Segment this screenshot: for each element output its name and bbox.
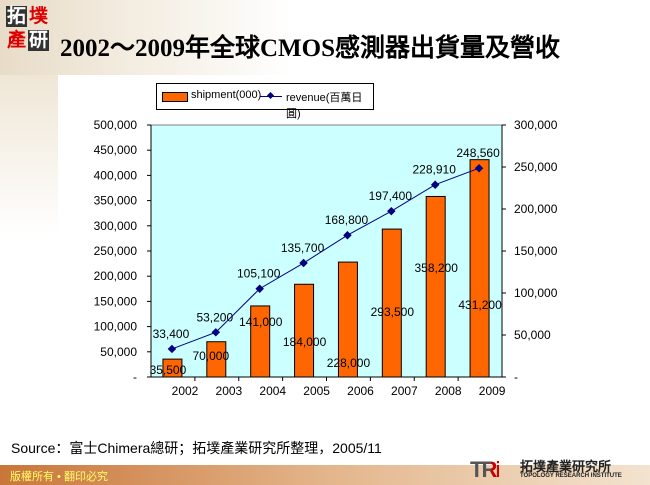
data-label-shipment: 184,000 [283, 335, 327, 349]
data-label-revenue: 105,100 [237, 267, 281, 281]
data-label-revenue: 168,800 [325, 213, 369, 227]
left-tick-label: 300,000 [94, 219, 138, 233]
x-tick-label: 2002 [172, 384, 199, 398]
bar-shipment [162, 358, 183, 378]
left-tick-label: 200,000 [94, 269, 138, 283]
legend-label-shipment: shipment(000) [191, 89, 262, 101]
point-revenue [299, 258, 308, 268]
data-label-shipment: 293,500 [371, 305, 415, 319]
tri-name-en: TOPOLOGY RESEARCH INSTITUTE [520, 473, 622, 479]
data-label-revenue: 228,910 [412, 163, 456, 177]
x-tick-label: 2005 [303, 384, 330, 398]
right-tick-label: 100,000 [514, 286, 558, 300]
bar-shipment [250, 305, 271, 378]
right-tick-label: 250,000 [514, 160, 558, 174]
logo-char: 產 [6, 29, 26, 51]
x-tick-label: 2009 [479, 384, 506, 398]
left-tick-label: 350,000 [94, 194, 138, 208]
side-background [0, 75, 58, 235]
chart-legend: shipment(000) revenue(百萬日圓) [156, 83, 374, 120]
data-label-revenue: 248,560 [456, 146, 500, 160]
right-tick-label: 200,000 [514, 202, 558, 216]
right-tick-label: 300,000 [514, 118, 558, 132]
left-tick-label: 100,000 [94, 320, 138, 334]
logo-char: 研 [28, 29, 49, 51]
point-revenue [387, 206, 396, 216]
left-tick-label: - [133, 370, 137, 384]
x-tick-label: 2007 [391, 384, 418, 398]
logo-char: 墣 [28, 5, 48, 27]
right-tick-label: 150,000 [514, 244, 558, 258]
tri-logo: TRi 拓墣產業研究所 TOPOLOGY RESEARCH INSTITUTE [470, 455, 645, 485]
data-label-shipment: 228,000 [327, 356, 371, 370]
left-tick-label: 500,000 [94, 118, 138, 132]
bar-shipment [381, 228, 402, 378]
data-label-revenue: 135,700 [281, 241, 325, 255]
bar-shipment [425, 195, 446, 378]
left-tick-label: 450,000 [94, 143, 138, 157]
line-revenue [171, 167, 480, 350]
x-tick-label: 2008 [435, 384, 462, 398]
data-label-shipment: 35,500 [150, 363, 187, 377]
data-label-revenue: 33,400 [153, 327, 190, 341]
x-tick-label: 2003 [216, 384, 243, 398]
copyright-text: 版權所有 • 翻印必究 [10, 471, 108, 483]
logo-char: 拓 [6, 5, 27, 27]
source-note: Source：富士Chimera總研；拓墣產業研究所整理，2005/11 [11, 440, 382, 456]
right-tick-label: - [514, 370, 518, 384]
tri-name-cn: 拓墣產業研究所 [520, 460, 612, 475]
logo: 拓 墣 產 研 [6, 6, 50, 52]
bar-shipment [206, 341, 227, 378]
point-revenue [211, 328, 221, 337]
left-tick-label: 250,000 [94, 244, 138, 258]
legend-swatch-shipment [162, 92, 188, 102]
left-tick-label: 50,000 [100, 345, 137, 359]
header-background [0, 0, 650, 75]
footer-bar: 版權所有 • 翻印必究 [0, 465, 650, 485]
point-revenue [430, 180, 440, 189]
point-revenue [167, 344, 177, 354]
page-title: 2002～2009年全球CMOS感測器出貨量及營收 [60, 35, 561, 62]
tri-mark: TRi [470, 457, 501, 482]
right-tick-label: 50,000 [514, 328, 551, 342]
point-revenue [255, 284, 264, 293]
bar-shipment [469, 159, 490, 378]
bar-shipment [294, 283, 315, 378]
x-tick-label: 2004 [259, 384, 286, 398]
left-tick-label: 400,000 [94, 168, 138, 182]
data-label-shipment: 431,200 [458, 298, 502, 312]
data-label-revenue: 197,400 [369, 189, 413, 203]
left-tick-label: 150,000 [94, 294, 138, 308]
x-tick-label: 2006 [347, 384, 374, 398]
legend-label-revenue: revenue(百萬日圓) [286, 92, 363, 120]
data-label-shipment: 70,000 [192, 349, 229, 363]
bar-shipment [337, 261, 358, 378]
data-label-shipment: 358,200 [414, 261, 458, 275]
point-revenue [343, 230, 352, 240]
data-label-revenue: 53,200 [196, 310, 233, 324]
data-label-shipment: 141,000 [239, 315, 283, 329]
point-revenue [474, 163, 484, 173]
